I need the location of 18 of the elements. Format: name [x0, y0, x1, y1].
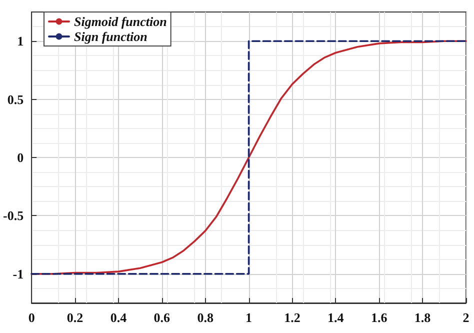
y-tick-label: 0	[17, 150, 24, 165]
x-tick-label: 1	[246, 310, 252, 325]
x-tick-label: 1.8	[414, 310, 432, 325]
x-tick-label: 1.4	[328, 310, 344, 325]
x-tick-label: 0.2	[66, 310, 84, 325]
x-tick-label: 0.4	[110, 310, 128, 325]
x-tick-label: 1.6	[370, 310, 388, 325]
x-tick-label: 0	[28, 310, 35, 325]
y-tick-label: -1	[12, 266, 24, 282]
y-tick-label: -0.5	[2, 208, 24, 224]
y-tick-label: 1	[17, 34, 24, 49]
y-tick-label: 0.5	[7, 92, 24, 107]
x-tick-label: 0.8	[197, 310, 214, 325]
x-tick-label: 0.6	[154, 310, 171, 325]
x-tick-label: 1.2	[284, 310, 300, 325]
x-tick-label: 2	[462, 310, 470, 325]
legend-label: Sign function	[74, 29, 148, 44]
legend-label: Sigmoid function	[74, 14, 167, 29]
